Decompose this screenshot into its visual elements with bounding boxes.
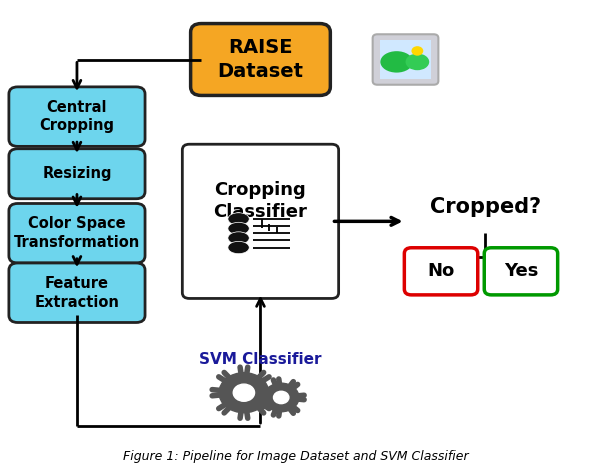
Text: Resizing: Resizing [42, 166, 112, 181]
FancyBboxPatch shape [9, 149, 145, 199]
Ellipse shape [228, 232, 249, 244]
Ellipse shape [228, 222, 249, 235]
FancyBboxPatch shape [191, 24, 330, 95]
FancyBboxPatch shape [9, 87, 145, 147]
Text: Color Space
Transformation: Color Space Transformation [14, 217, 140, 250]
Ellipse shape [228, 213, 249, 225]
Ellipse shape [406, 53, 429, 70]
Text: Figure 1: Pipeline for Image Dataset and SVM Classifier: Figure 1: Pipeline for Image Dataset and… [123, 450, 469, 464]
Text: RAISE
Dataset: RAISE Dataset [217, 38, 304, 81]
Ellipse shape [381, 51, 413, 72]
Text: Yes: Yes [504, 262, 538, 280]
Text: Cropped?: Cropped? [430, 197, 541, 217]
FancyBboxPatch shape [373, 34, 438, 85]
FancyBboxPatch shape [9, 263, 145, 323]
FancyBboxPatch shape [404, 248, 478, 295]
Circle shape [233, 384, 255, 401]
Circle shape [411, 46, 423, 56]
FancyBboxPatch shape [182, 144, 339, 298]
Text: Central
Cropping: Central Cropping [40, 100, 114, 133]
Text: SVM Classifier: SVM Classifier [200, 352, 321, 367]
Text: Feature
Extraction: Feature Extraction [34, 276, 120, 309]
Circle shape [263, 383, 299, 412]
Text: Cropping
Classifier: Cropping Classifier [214, 181, 307, 221]
Ellipse shape [228, 241, 249, 254]
FancyBboxPatch shape [9, 204, 145, 263]
Circle shape [219, 373, 269, 413]
Text: No: No [427, 262, 455, 280]
Circle shape [274, 391, 289, 404]
Bar [381, 40, 431, 79]
FancyBboxPatch shape [484, 248, 558, 295]
